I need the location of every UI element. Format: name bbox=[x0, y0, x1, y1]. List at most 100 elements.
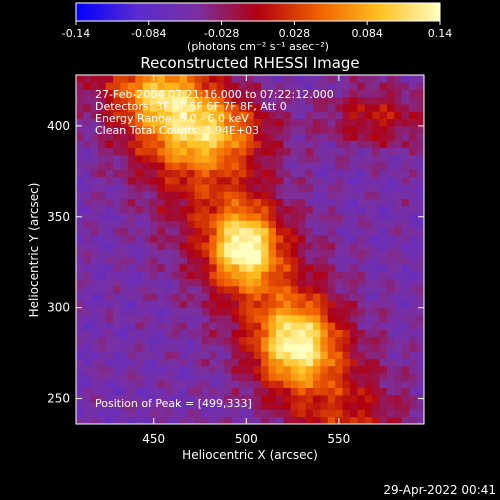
heatmap-cell bbox=[194, 125, 203, 134]
heatmap-cell bbox=[305, 140, 314, 149]
heatmap-cell bbox=[127, 213, 136, 221]
heatmap-cell bbox=[349, 154, 358, 163]
heatmap-cell bbox=[209, 416, 218, 425]
heatmap-cell bbox=[386, 198, 395, 207]
heatmap-cell bbox=[194, 351, 203, 359]
heatmap-cell bbox=[261, 205, 269, 214]
heatmap-cell bbox=[261, 154, 269, 163]
heatmap-cell bbox=[320, 140, 329, 149]
heatmap-cell bbox=[268, 285, 277, 294]
heatmap-cell bbox=[157, 169, 166, 178]
heatmap-cell bbox=[164, 213, 173, 221]
heatmap-cell bbox=[127, 322, 136, 330]
heatmap-cell bbox=[327, 271, 336, 279]
heatmap-cell bbox=[142, 169, 151, 178]
heatmap-cell bbox=[283, 264, 292, 272]
heatmap-cell bbox=[127, 351, 136, 359]
heatmap-cell bbox=[150, 271, 158, 279]
heatmap-cell bbox=[76, 205, 84, 214]
heatmap-cell bbox=[164, 293, 173, 301]
heatmap-cell bbox=[164, 198, 173, 207]
heatmap-cell bbox=[127, 205, 136, 214]
heatmap-cell bbox=[98, 249, 107, 258]
heatmap-cell bbox=[216, 351, 225, 359]
heatmap-cell bbox=[135, 373, 144, 381]
heatmap-cell bbox=[90, 162, 99, 170]
heatmap-cell bbox=[120, 307, 129, 316]
heatmap-cell bbox=[209, 133, 218, 141]
heatmap-cell bbox=[224, 336, 232, 345]
heatmap-cell bbox=[327, 169, 336, 178]
heatmap-cell bbox=[164, 227, 173, 236]
heatmap-cell bbox=[231, 176, 240, 185]
heatmap-cell bbox=[224, 96, 232, 105]
heatmap-cell bbox=[268, 416, 277, 425]
heatmap-cell bbox=[394, 198, 403, 207]
heatmap-cell bbox=[209, 162, 218, 170]
heatmap-cell bbox=[394, 169, 403, 178]
heatmap-cell bbox=[275, 351, 284, 359]
heatmap-cell bbox=[283, 234, 292, 243]
heatmap-cell bbox=[157, 336, 166, 345]
heatmap-cell bbox=[187, 198, 195, 207]
heatmap-cell bbox=[246, 416, 255, 425]
colorbar-tick-label: 0.084 bbox=[351, 27, 383, 40]
heatmap-cell bbox=[401, 154, 410, 163]
heatmap-cell bbox=[312, 256, 321, 265]
heatmap-cell bbox=[394, 409, 403, 418]
heatmap-cell bbox=[312, 387, 321, 396]
heatmap-cell bbox=[113, 205, 121, 214]
heatmap-cell bbox=[349, 184, 358, 192]
heatmap-cell bbox=[253, 220, 262, 229]
heatmap-cell bbox=[261, 249, 269, 258]
heatmap-cell bbox=[379, 365, 388, 374]
heatmap-cell bbox=[305, 373, 314, 381]
heatmap-cell bbox=[216, 154, 225, 163]
heatmap-cell bbox=[379, 300, 388, 309]
heatmap-cell bbox=[179, 344, 188, 352]
heatmap-cell bbox=[312, 271, 321, 279]
heatmap-cell bbox=[416, 380, 425, 389]
heatmap-cell bbox=[253, 154, 262, 163]
heatmap-cell bbox=[261, 387, 269, 396]
heatmap-cell bbox=[209, 147, 218, 156]
heatmap-cell bbox=[127, 82, 136, 90]
heatmap-cell bbox=[120, 184, 129, 192]
heatmap-cell bbox=[164, 402, 173, 410]
heatmap-cell bbox=[216, 242, 225, 250]
heatmap-cell bbox=[379, 89, 388, 98]
heatmap-cell bbox=[364, 249, 373, 258]
heatmap-cell bbox=[187, 111, 195, 120]
heatmap-cell bbox=[172, 278, 181, 287]
heatmap-cell bbox=[157, 387, 166, 396]
heatmap-cell bbox=[379, 125, 388, 134]
heatmap-cell bbox=[216, 169, 225, 178]
heatmap-cell bbox=[349, 344, 358, 352]
heatmap-cell bbox=[201, 125, 210, 134]
heatmap-cell bbox=[342, 205, 351, 214]
heatmap-cell bbox=[216, 184, 225, 192]
heatmap-cell bbox=[261, 133, 269, 141]
heatmap-cell bbox=[298, 380, 306, 389]
heatmap-cell bbox=[157, 104, 166, 112]
heatmap-cell bbox=[349, 271, 358, 279]
heatmap-cell bbox=[305, 307, 314, 316]
heatmap-cell bbox=[298, 227, 306, 236]
heatmap-cell bbox=[231, 191, 240, 200]
heatmap-cell bbox=[253, 278, 262, 287]
heatmap-cell bbox=[261, 278, 269, 287]
heatmap-cell bbox=[253, 111, 262, 120]
heatmap-cell bbox=[90, 191, 99, 200]
heatmap-cell bbox=[179, 176, 188, 185]
heatmap-cell bbox=[357, 140, 366, 149]
heatmap-cell bbox=[394, 176, 403, 185]
heatmap-cell bbox=[268, 409, 277, 418]
heatmap-cell bbox=[312, 351, 321, 359]
heatmap-cell bbox=[290, 213, 299, 221]
heatmap-cell bbox=[298, 75, 306, 83]
heatmap-cell bbox=[142, 271, 151, 279]
heatmap-cell bbox=[379, 176, 388, 185]
heatmap-cell bbox=[113, 365, 121, 374]
y-axis-label: Heliocentric Y (arcsec) bbox=[27, 183, 41, 318]
annotation-detectors: Detectors: 3F 4F 5F 6F 7F 8F, Att 0 bbox=[95, 100, 287, 113]
